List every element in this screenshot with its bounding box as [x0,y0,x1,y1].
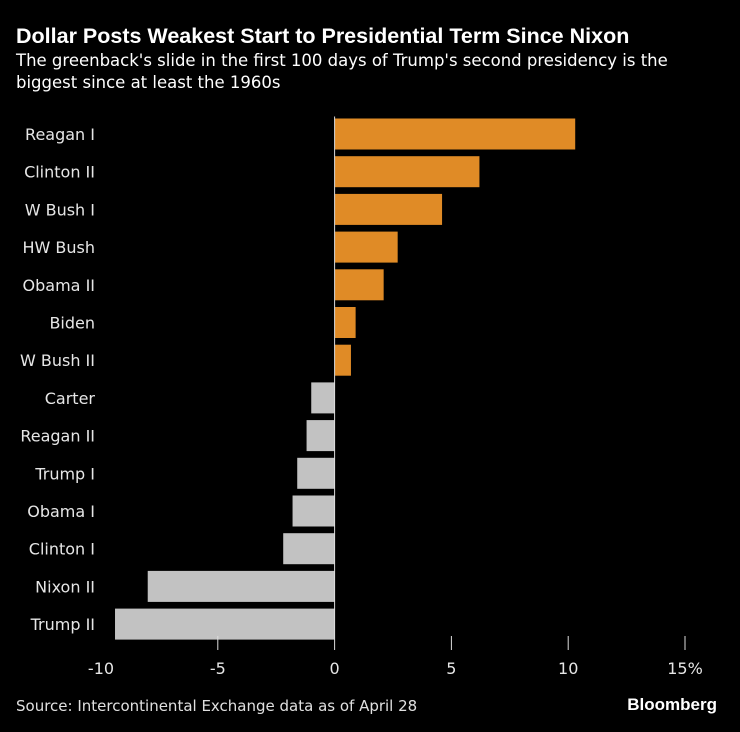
bar [147,570,335,602]
bar [334,193,443,225]
category-label: Carter [45,389,96,408]
x-tick-label: -10 [88,659,114,678]
bar [334,156,480,188]
bloomberg-logo: Bloomberg [627,695,717,714]
category-label: Nixon II [35,577,95,596]
x-tick-label: 0 [330,659,340,678]
bar [334,231,398,263]
category-label: Reagan I [25,125,95,144]
category-label: W Bush II [20,351,95,370]
bar [306,420,335,452]
category-label: W Bush I [25,200,95,219]
category-label: Trump II [30,615,95,634]
bar [311,382,335,414]
bar [297,457,335,489]
x-tick-label: -5 [210,659,226,678]
x-tick-label: 5 [446,659,456,678]
bar [334,307,356,338]
bar [283,533,335,565]
category-label: Obama I [27,502,95,521]
x-tick-label: 15% [667,659,703,678]
bar [115,608,335,640]
bar [334,269,384,301]
category-label: Clinton II [24,163,95,182]
category-label: Biden [49,314,95,333]
bar [334,118,576,150]
category-label: Clinton I [29,540,95,559]
x-tick-label: 10 [558,659,578,678]
category-label: Obama II [23,276,95,295]
chart-title: Dollar Posts Weakest Start to Presidenti… [16,24,630,48]
category-label: HW Bush [22,238,95,257]
chart-subtitle: The greenback's slide in the first 100 d… [16,51,668,92]
bar [292,495,335,527]
bar [334,344,351,376]
category-label: Trump I [34,464,95,483]
category-label: Reagan II [20,427,95,446]
source-note: Source: Intercontinental Exchange data a… [16,697,418,715]
